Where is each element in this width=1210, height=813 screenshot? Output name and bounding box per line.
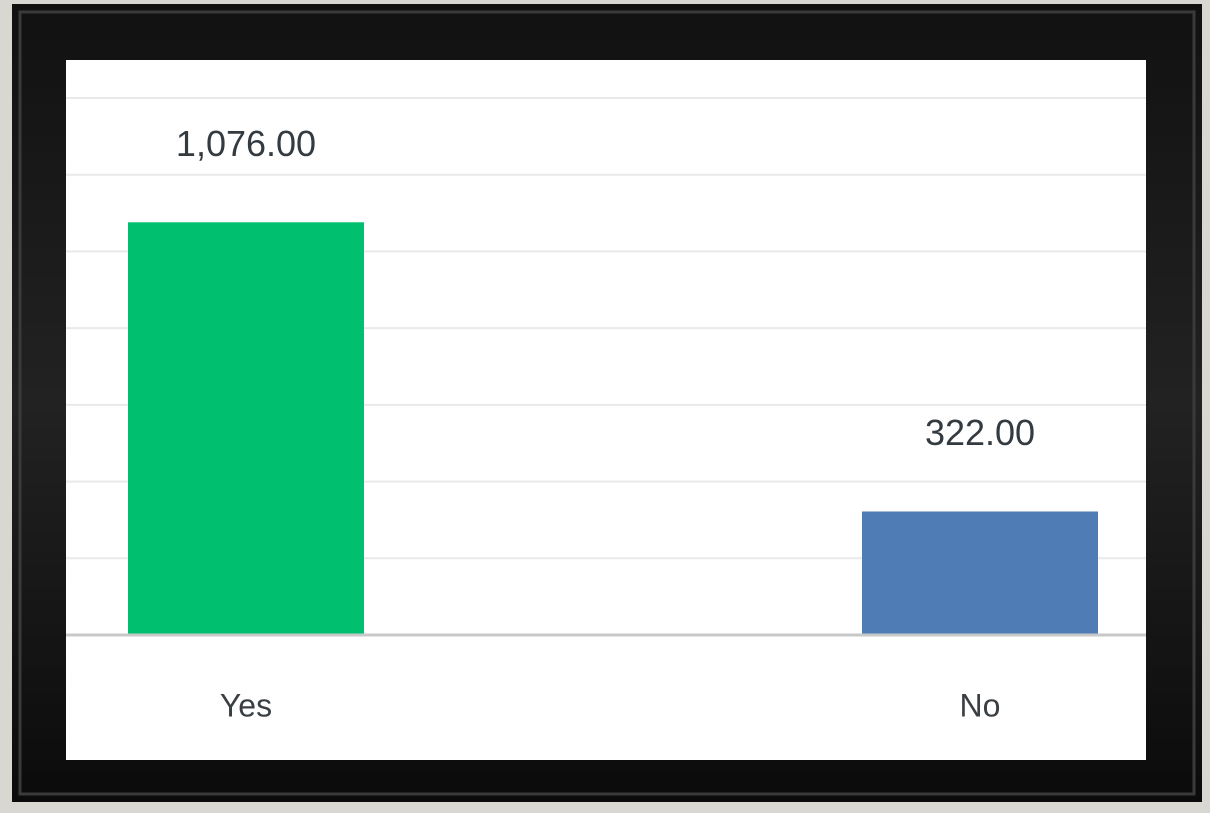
data-label: 1,076.00 xyxy=(176,123,316,164)
frame-bevel xyxy=(18,10,1196,796)
x-tick-label: Yes xyxy=(220,687,272,723)
bar xyxy=(128,222,364,635)
data-label: 322.00 xyxy=(925,412,1035,453)
bar xyxy=(862,511,1098,635)
chart-layer: 1,076.00 Yes 322.00 No xyxy=(66,97,1146,723)
x-tick-label: No xyxy=(960,687,1001,723)
